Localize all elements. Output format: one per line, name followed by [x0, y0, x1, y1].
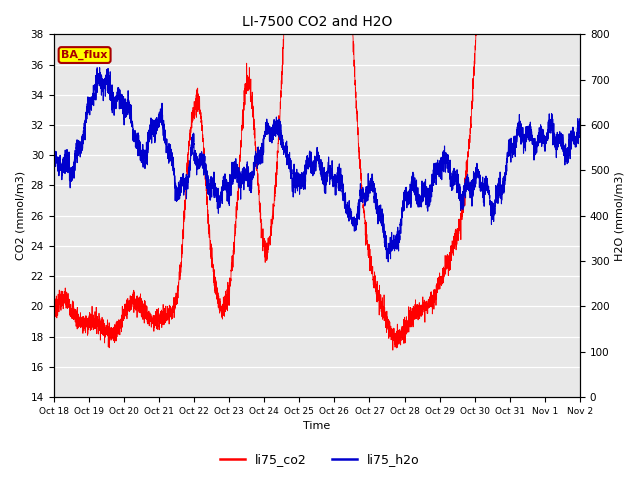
li75_co2 — [576, 32, 584, 37]
Y-axis label: CO2 (mmol/m3): CO2 (mmol/m3) — [15, 171, 25, 260]
li75_h2o — [465, 188, 472, 193]
li75_h2o — [576, 127, 584, 132]
Text: BA_flux: BA_flux — [61, 50, 108, 60]
li75_co2 — [389, 347, 397, 353]
li75_co2 — [50, 301, 58, 307]
Legend: li75_co2, li75_h2o: li75_co2, li75_h2o — [215, 448, 425, 471]
li75_h2o — [406, 201, 413, 207]
li75_h2o — [145, 133, 152, 139]
li75_h2o — [576, 124, 584, 130]
li75_co2 — [144, 312, 152, 318]
Line: li75_h2o: li75_h2o — [54, 68, 580, 262]
li75_h2o — [96, 65, 104, 71]
li75_co2 — [435, 283, 443, 289]
li75_h2o — [435, 161, 443, 167]
li75_co2 — [297, 32, 305, 37]
Y-axis label: H2O (mmol/m3): H2O (mmol/m3) — [615, 171, 625, 261]
li75_co2 — [465, 142, 472, 147]
li75_co2 — [280, 32, 287, 37]
li75_h2o — [385, 259, 392, 264]
li75_h2o — [50, 169, 58, 175]
li75_co2 — [576, 32, 584, 37]
Line: li75_co2: li75_co2 — [54, 35, 580, 350]
Title: LI-7500 CO2 and H2O: LI-7500 CO2 and H2O — [242, 15, 392, 29]
li75_co2 — [406, 321, 413, 326]
li75_h2o — [297, 180, 305, 186]
X-axis label: Time: Time — [303, 421, 330, 432]
